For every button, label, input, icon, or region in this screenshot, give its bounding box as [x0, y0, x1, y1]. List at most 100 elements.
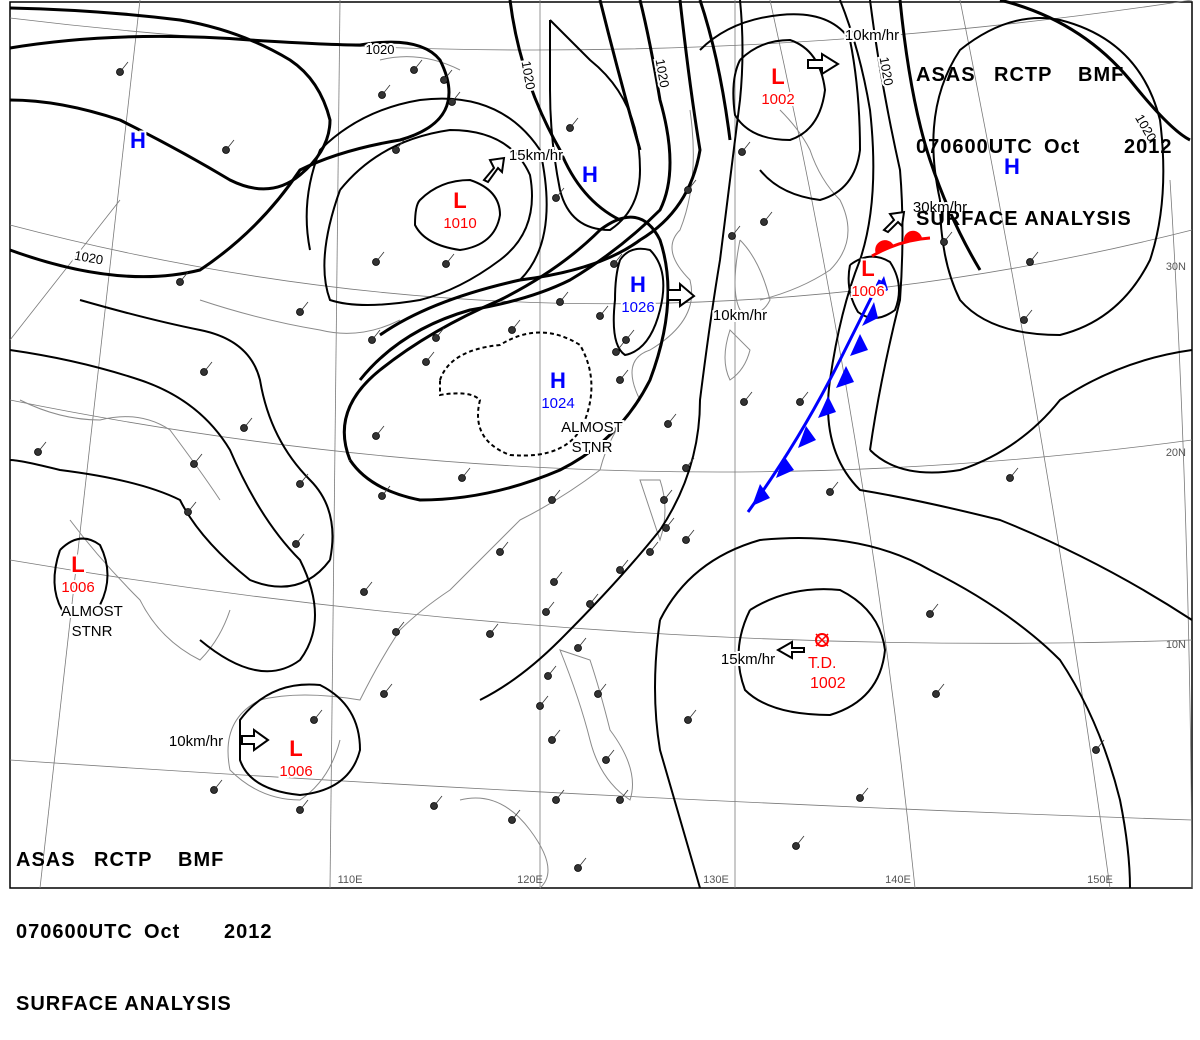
isobar-sw-low-1006b [239, 683, 362, 797]
cold-front-line [746, 279, 882, 513]
station-wind-barb [665, 517, 675, 529]
pressure-value: 1024 [541, 395, 574, 412]
high-pressure-symbol: H [550, 368, 566, 393]
station-wind-barb [551, 729, 561, 741]
station-wind-barb [555, 187, 565, 199]
station-wind-barb [625, 329, 635, 341]
header-station: RCTP [994, 64, 1053, 86]
station-wind-barb [943, 231, 953, 243]
station-wind-barb [619, 369, 629, 381]
station-wind-barb [687, 709, 697, 721]
station-wind-barb [443, 69, 453, 81]
longitude-label: 150E [1087, 874, 1113, 886]
station-wind-barb [547, 665, 557, 677]
isobar-top-middle [598, 0, 642, 151]
station-wind-barb [685, 529, 695, 541]
header-top-right: ASAS RCTP BMF 070600UTC Oct 2012 SURFACE… [916, 15, 1173, 255]
station-wind-barb [243, 417, 253, 429]
isobar-td-inner [737, 588, 887, 717]
station-wind-barb [371, 329, 381, 341]
station-wind-barb [381, 84, 391, 96]
cold-front-barb [818, 396, 836, 418]
coastlines [19, 56, 849, 889]
station-wind-barb [667, 413, 677, 425]
motion-labels: 15km/hr 10km/hr 10km/hr 30km/hr 15km/hr 10km/… [167, 25, 969, 752]
station-wind-barb [935, 683, 945, 695]
station-wind-barb [299, 473, 309, 485]
header-time: 070600UTC [916, 136, 1033, 158]
coast-borneo [459, 797, 549, 889]
latitude-label: 20N [1166, 447, 1186, 459]
station-wind-barb [445, 253, 455, 265]
station-wind-barb [225, 139, 235, 151]
low-pressure-symbol: L [861, 256, 874, 281]
isobar-value-label: 1020 [366, 42, 395, 57]
isobar-1002-north [732, 38, 827, 142]
longitude-label: 120E [517, 874, 543, 886]
meridian-150e [959, 0, 1111, 889]
td-symbol [815, 633, 829, 647]
isobar-dashed-1024 [439, 331, 593, 457]
header-time: 070600UTC [16, 921, 133, 943]
motion-arrow-ne [482, 156, 506, 184]
grid-labels: 110E 120E 130E 140E 150E 30N 20N 10N [338, 261, 1186, 886]
station-wind-barb [597, 683, 607, 695]
meridian-160e [1169, 179, 1193, 889]
station-wind-barb [381, 485, 391, 497]
station-wind-barb [435, 327, 445, 339]
latitude-label: 30N [1166, 261, 1186, 273]
isobar-value-label: 1020 [73, 248, 104, 268]
high-pressure-symbol: H [1004, 154, 1020, 179]
isobar-west-long [9, 349, 316, 673]
station-wind-barb [37, 441, 47, 453]
header-code: BMF [178, 849, 225, 871]
station-wind-barb [375, 251, 385, 263]
td-pressure: 1002 [810, 675, 846, 692]
station-wind-barb [1095, 739, 1105, 751]
motion-arrow-east-sw [241, 728, 270, 752]
pressure-value: 1002 [761, 91, 794, 108]
cold-front-barb [872, 276, 888, 298]
header-month: Oct [1044, 136, 1081, 158]
coast-himalaya-region [199, 299, 401, 334]
low-pressure-symbol: L [289, 736, 302, 761]
isobar-1006-ne [847, 255, 900, 319]
cold-front [746, 276, 888, 513]
station-wind-barb [613, 253, 623, 265]
station-wind-barb [619, 559, 629, 571]
station-wind-barb [119, 61, 129, 73]
motion-speed-label: 15km/hr [509, 147, 563, 164]
station-wind-barb [605, 749, 615, 761]
station-wind-barb [553, 571, 563, 583]
longitude-label: 130E [703, 874, 729, 886]
header-year: 2012 [1124, 136, 1173, 158]
station-wind-barb [577, 637, 587, 649]
station-wind-barb [203, 361, 213, 373]
station-wind-barb [577, 857, 587, 869]
coast-bay-of-bengal [69, 519, 231, 661]
station-wind-barb [295, 533, 305, 545]
warm-front-semicircle [875, 240, 894, 254]
coast-korea [734, 239, 771, 314]
station-wind-barb [413, 59, 423, 71]
station-wind-barb [731, 225, 741, 237]
header-agency: ASAS [16, 849, 76, 871]
isobar-west-wave [9, 299, 334, 588]
motion-speed-label: 10km/hr [713, 307, 767, 324]
header-agency: ASAS [916, 64, 976, 86]
isobar-big-ring [358, 0, 672, 381]
header-year: 2012 [224, 921, 273, 943]
isobar-sw-low-1006 [53, 537, 109, 618]
header-bottom-left: ASAS RCTP BMF 070600UTC Oct 2012 SURFACE… [16, 800, 273, 1040]
station-wind-barb [363, 581, 373, 593]
meridian-100e [39, 0, 141, 889]
station-wind-barb [551, 489, 561, 501]
isobar-ne-high-outer [898, 0, 1191, 271]
motion-arrow-ne2 [882, 210, 906, 234]
station-wind-barb [741, 141, 751, 153]
station-wind-barb [555, 789, 565, 801]
high-pressure-symbol: H [130, 128, 146, 153]
cold-front-barb [798, 426, 816, 448]
isobars [9, 0, 1193, 889]
